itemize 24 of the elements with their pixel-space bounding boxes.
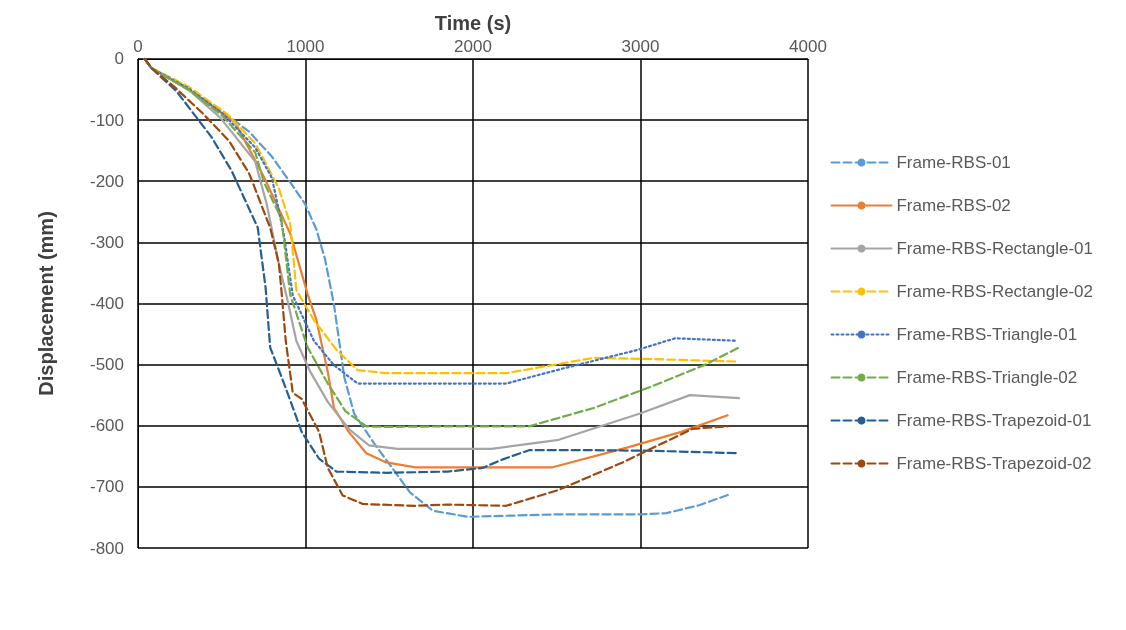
legend-label: Frame-RBS-Triangle-02: [896, 368, 1078, 387]
legend-label: Frame-RBS-Rectangle-01: [896, 239, 1093, 258]
y-tick-label: 0: [114, 49, 124, 69]
x-tick-label: 0: [133, 36, 143, 56]
y-tick-label: -100: [89, 110, 124, 130]
y-tick-label: -600: [89, 416, 124, 436]
y-tick-label: -400: [89, 293, 124, 313]
y-tick-label: -500: [89, 355, 124, 375]
legend-label: Frame-RBS-Trapezoid-01: [896, 411, 1092, 430]
x-tick-label: 2000: [454, 36, 492, 56]
y-tick-label: -200: [89, 171, 124, 191]
legend-label: Frame-RBS-Triangle-01: [896, 325, 1078, 344]
x-tick-label: 4000: [789, 36, 827, 56]
x-tick-label: 1000: [286, 36, 325, 56]
y-axis-title: Displacement (mm): [35, 211, 57, 396]
y-tick-label: -800: [89, 538, 124, 558]
y-tick-label: -300: [89, 232, 124, 252]
legend-label: Frame-RBS-02: [896, 196, 1011, 215]
legend-label: Frame-RBS-Trapezoid-02: [896, 454, 1092, 473]
legend-label: Frame-RBS-01: [896, 153, 1011, 172]
y-tick-label: -700: [89, 477, 124, 497]
x-tick-label: 3000: [621, 36, 660, 56]
x-axis-title: Time (s): [434, 12, 512, 34]
legend-label: Frame-RBS-Rectangle-02: [896, 282, 1093, 301]
